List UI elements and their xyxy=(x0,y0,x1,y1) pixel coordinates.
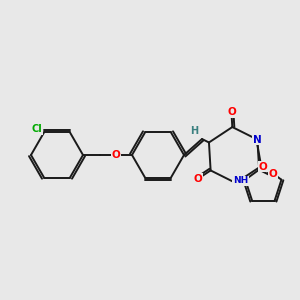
Text: H: H xyxy=(190,126,198,136)
Text: NH: NH xyxy=(233,176,248,185)
Text: O: O xyxy=(194,174,202,184)
Text: Cl: Cl xyxy=(32,124,42,134)
Text: N: N xyxy=(253,135,262,145)
Text: O: O xyxy=(268,169,277,179)
Text: O: O xyxy=(227,107,236,117)
Text: O: O xyxy=(259,162,268,172)
Text: O: O xyxy=(112,150,120,160)
